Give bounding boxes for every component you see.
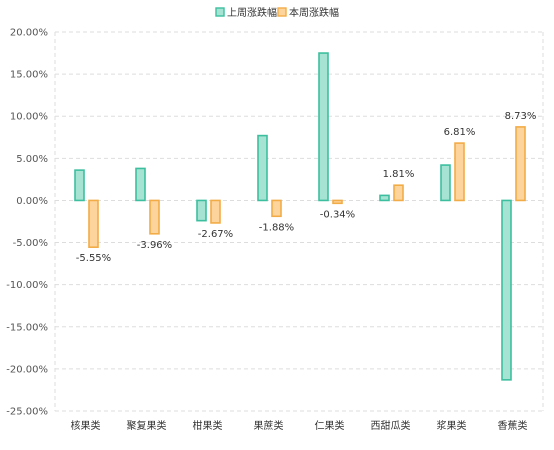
data-label: 1.81% (383, 169, 415, 180)
bar-this-week (332, 199, 343, 205)
bars (74, 52, 526, 381)
x-tick-label: 果蔗类 (254, 419, 284, 432)
y-tick-label: -10.00% (6, 280, 48, 291)
y-tick-label: 15.00% (10, 70, 48, 81)
bar-last-week (257, 134, 268, 202)
x-tick-label: 香蕉类 (498, 419, 528, 432)
data-label: 6.81% (444, 127, 476, 138)
bar-this-week (149, 199, 160, 235)
data-label: -5.55% (76, 253, 111, 264)
x-axis: 核果类 聚复果类 柑果类 果蔗类 仁果类 西甜瓜类 浆果类 香蕉类 (71, 419, 528, 432)
bar-this-week (210, 199, 221, 224)
legend-swatch (277, 7, 287, 17)
y-tick-label: 20.00% (10, 28, 48, 39)
bar-last-week (135, 167, 146, 202)
y-tick-label: -5.00% (13, 238, 48, 249)
y-tick-label: 10.00% (10, 112, 48, 123)
bar-this-week (88, 199, 99, 248)
bar-last-week (318, 52, 329, 202)
data-label: -3.96% (137, 240, 172, 251)
bar-this-week (393, 184, 404, 202)
bar-last-week (196, 199, 207, 222)
legend: 上周涨跌幅 本周涨跌幅 (215, 6, 339, 19)
x-tick-label: 核果类 (71, 419, 101, 432)
bar-last-week (440, 164, 451, 202)
y-axis: 20.00% 15.00% 10.00% 5.00% 0.00% -5.00% -10.00… (6, 28, 48, 418)
x-tick-label: 西甜瓜类 (371, 419, 411, 432)
x-tick-label: 聚复果类 (127, 419, 167, 432)
data-label: 8.73% (505, 111, 537, 122)
legend-swatch (215, 7, 225, 17)
y-tick-label: 5.00% (16, 154, 48, 165)
data-label: -2.67% (198, 229, 233, 240)
bar-this-week (271, 199, 282, 218)
data-labels: -5.55% -3.96% -2.67% -1.88% -0.34% 1.81% 6.81%… (76, 111, 537, 264)
legend-label: 上周涨跌幅 (227, 6, 277, 19)
data-label: -1.88% (259, 222, 294, 233)
x-tick-label: 柑果类 (193, 419, 223, 432)
grid-lines (54, 31, 544, 412)
bar-this-week (454, 142, 465, 202)
data-label: -0.34% (320, 209, 355, 220)
bar-last-week (74, 169, 85, 202)
x-tick-label: 浆果类 (437, 419, 467, 432)
y-tick-label: -20.00% (6, 364, 48, 375)
x-tick-label: 仁果类 (315, 419, 345, 432)
bar-last-week (379, 194, 390, 202)
y-tick-label: 0.00% (16, 196, 48, 207)
bar-this-week (515, 126, 526, 202)
y-tick-label: -25.00% (6, 407, 48, 418)
legend-label: 本周涨跌幅 (289, 6, 339, 19)
bar-last-week (501, 199, 512, 381)
y-tick-label: -15.00% (6, 322, 48, 333)
